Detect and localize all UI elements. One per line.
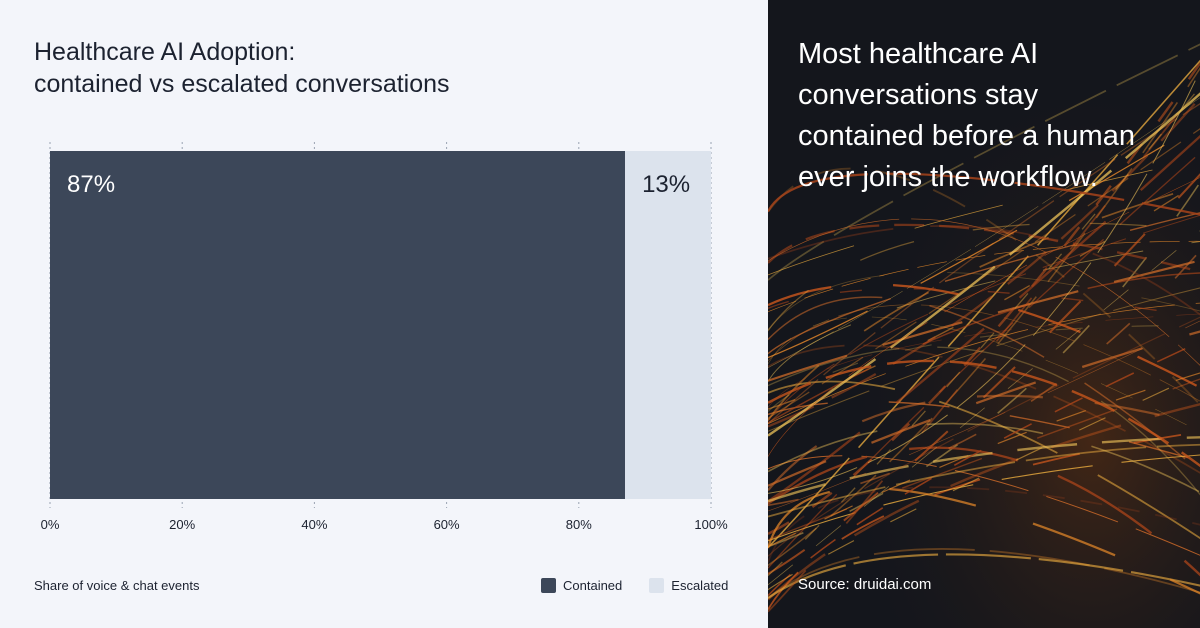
light-streak (768, 403, 1200, 601)
light-streak (768, 214, 1200, 422)
legend-item-contained: Contained (541, 577, 623, 593)
light-streak (768, 177, 1200, 457)
light-streak (768, 123, 1200, 359)
chart-panel: Healthcare AI Adoption: contained vs esc… (34, 36, 729, 594)
light-streak (768, 225, 1200, 316)
light-streak (768, 66, 1200, 566)
stacked-bar-chart: 87% 13% 0% 20% 40% 60% 80% 100% (41, 142, 728, 532)
light-streak (768, 287, 1200, 432)
x-tick-label: 100% (694, 517, 728, 532)
light-streak (768, 330, 1200, 487)
light-streak (768, 184, 1200, 421)
light-streak (768, 455, 1200, 556)
light-streak (768, 316, 1200, 557)
chart-legend: Contained Escalated (541, 576, 728, 594)
light-streak (768, 180, 1200, 548)
light-streak (768, 344, 1200, 474)
light-streak (768, 134, 1200, 503)
light-streak (768, 272, 1200, 424)
light-streak (768, 422, 1200, 494)
light-streak (768, 288, 1200, 318)
source-credit: Source: druidai.com (798, 576, 932, 593)
light-streak (768, 159, 1200, 276)
light-streak (768, 341, 1200, 597)
x-tick-label: 60% (434, 517, 460, 532)
headline-line-2: conversations stay (798, 79, 1039, 111)
headline-panel: Most healthcare AI conversations stay co… (768, 0, 1200, 628)
light-streak (768, 128, 1200, 419)
light-streak (768, 443, 1200, 518)
light-streak (768, 241, 1200, 382)
light-streak (768, 69, 1200, 494)
light-streak (768, 103, 1200, 425)
light-streak (768, 324, 1200, 412)
light-streak (768, 272, 1200, 332)
light-streak (768, 378, 1200, 541)
data-label-escalated: 13% (642, 171, 690, 198)
chart-footnote: Share of voice & chat events (34, 578, 200, 593)
light-streak (768, 400, 1200, 462)
x-tick-label: 0% (41, 517, 60, 532)
light-streak (768, 222, 1200, 331)
headline-line-3: contained before a human (798, 120, 1135, 152)
light-streak (768, 83, 1200, 613)
light-streak (768, 313, 1200, 408)
light-streak (768, 259, 1200, 382)
light-streaks-background (768, 0, 1200, 628)
legend-item-escalated: Escalated (649, 577, 729, 593)
light-streak (768, 230, 1200, 586)
light-streak (768, 152, 1200, 569)
legend-label-contained: Contained (563, 577, 623, 593)
light-streak (768, 373, 1200, 591)
x-tick-label: 40% (301, 517, 327, 532)
light-streak (768, 302, 1200, 425)
light-streak (768, 218, 1200, 366)
light-streak (768, 283, 1200, 389)
light-streak (768, 43, 1200, 281)
light-streak (768, 372, 1200, 548)
light-streak (768, 173, 1200, 575)
light-streak (768, 346, 1200, 496)
light-streak (768, 92, 1200, 437)
headline-line-1: Most healthcare AI (798, 38, 1039, 70)
light-streak (768, 431, 1200, 610)
light-streak (768, 172, 1200, 216)
light-streak (768, 212, 1200, 355)
light-streak (768, 548, 1200, 599)
chart-title-line-1: Healthcare AI Adoption: (34, 38, 296, 66)
light-streak (768, 86, 1200, 577)
light-streak (768, 320, 1200, 512)
light-streak (768, 97, 1200, 369)
light-streak (768, 446, 1200, 577)
light-streak (768, 359, 1200, 468)
light-streak (768, 394, 1200, 492)
bar-segment-escalated (625, 151, 711, 499)
light-streak (768, 61, 1200, 535)
light-streak (768, 486, 1200, 595)
headline: Most healthcare AI conversations stay co… (798, 34, 1178, 198)
light-streak (768, 553, 1200, 599)
light-streak (768, 223, 1200, 273)
light-streak (768, 454, 1200, 542)
chart-title: Healthcare AI Adoption: contained vs esc… (34, 36, 450, 100)
legend-swatch-escalated (649, 577, 665, 593)
light-streak (768, 486, 1200, 563)
bar-segment-contained (50, 151, 626, 499)
x-tick-label: 80% (566, 517, 592, 532)
legend-label-escalated: Escalated (671, 577, 729, 593)
chart-title-line-2: contained vs escalated conversations (34, 70, 450, 98)
light-streak (768, 316, 1200, 433)
headline-line-4: ever joins the workflow. (798, 161, 1098, 193)
data-label-contained: 87% (67, 171, 115, 198)
legend-swatch-contained (541, 577, 556, 593)
x-tick-label: 20% (169, 517, 195, 532)
